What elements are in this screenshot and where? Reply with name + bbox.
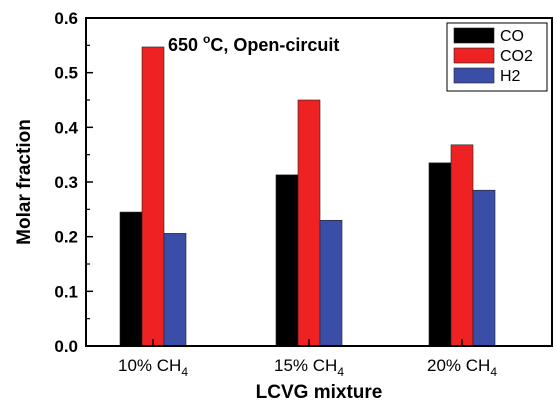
bar-co2-3 bbox=[450, 144, 474, 347]
y-tick-label: 0.5 bbox=[54, 64, 78, 83]
bar-h2-1 bbox=[163, 233, 187, 347]
bar-co-1 bbox=[119, 211, 143, 347]
y-tick-label: 0.6 bbox=[54, 9, 78, 28]
legend: CO CO2 H2 bbox=[446, 22, 548, 92]
y-axis-title: Molar fraction bbox=[14, 119, 35, 245]
bar-h2-3 bbox=[472, 189, 496, 347]
legend-swatch-co bbox=[453, 27, 495, 44]
legend-swatch-h2 bbox=[453, 67, 495, 84]
legend-swatch-co2 bbox=[453, 47, 495, 64]
y-tick-label: 0.0 bbox=[54, 337, 78, 356]
y-tick-label: 0.3 bbox=[54, 173, 78, 192]
bar-co2-1 bbox=[141, 46, 165, 347]
legend-label-co: CO bbox=[500, 28, 524, 45]
y-tick-label: 0.1 bbox=[54, 282, 78, 301]
legend-label-h2: H2 bbox=[500, 68, 521, 85]
y-tick-label: 0.2 bbox=[54, 228, 78, 247]
annotation-text: 650 oC, Open-circuit bbox=[168, 32, 339, 55]
x-category-label: 10% CH4 bbox=[118, 356, 188, 379]
bar-h2-2 bbox=[319, 219, 343, 347]
x-category-label: 15% CH4 bbox=[274, 356, 344, 379]
bar-co-2 bbox=[275, 174, 299, 347]
ticks-layer: 0.0 0.1 0.2 0.3 0.4 0.5 0.6 10% CH4 15% CH4 20% C… bbox=[54, 9, 497, 379]
bar-co-3 bbox=[428, 162, 452, 347]
x-category-label: 20% CH4 bbox=[427, 356, 497, 379]
bars-layer bbox=[119, 46, 496, 347]
y-tick-label: 0.4 bbox=[54, 118, 78, 137]
bar-co2-2 bbox=[297, 99, 321, 347]
legend-label-co2: CO2 bbox=[500, 48, 533, 65]
x-axis-title: LCVG mixture bbox=[256, 382, 383, 403]
